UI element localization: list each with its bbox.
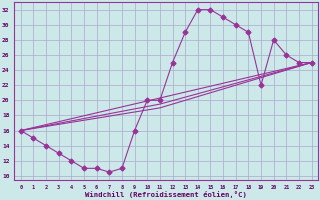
X-axis label: Windchill (Refroidissement éolien,°C): Windchill (Refroidissement éolien,°C) (85, 191, 247, 198)
